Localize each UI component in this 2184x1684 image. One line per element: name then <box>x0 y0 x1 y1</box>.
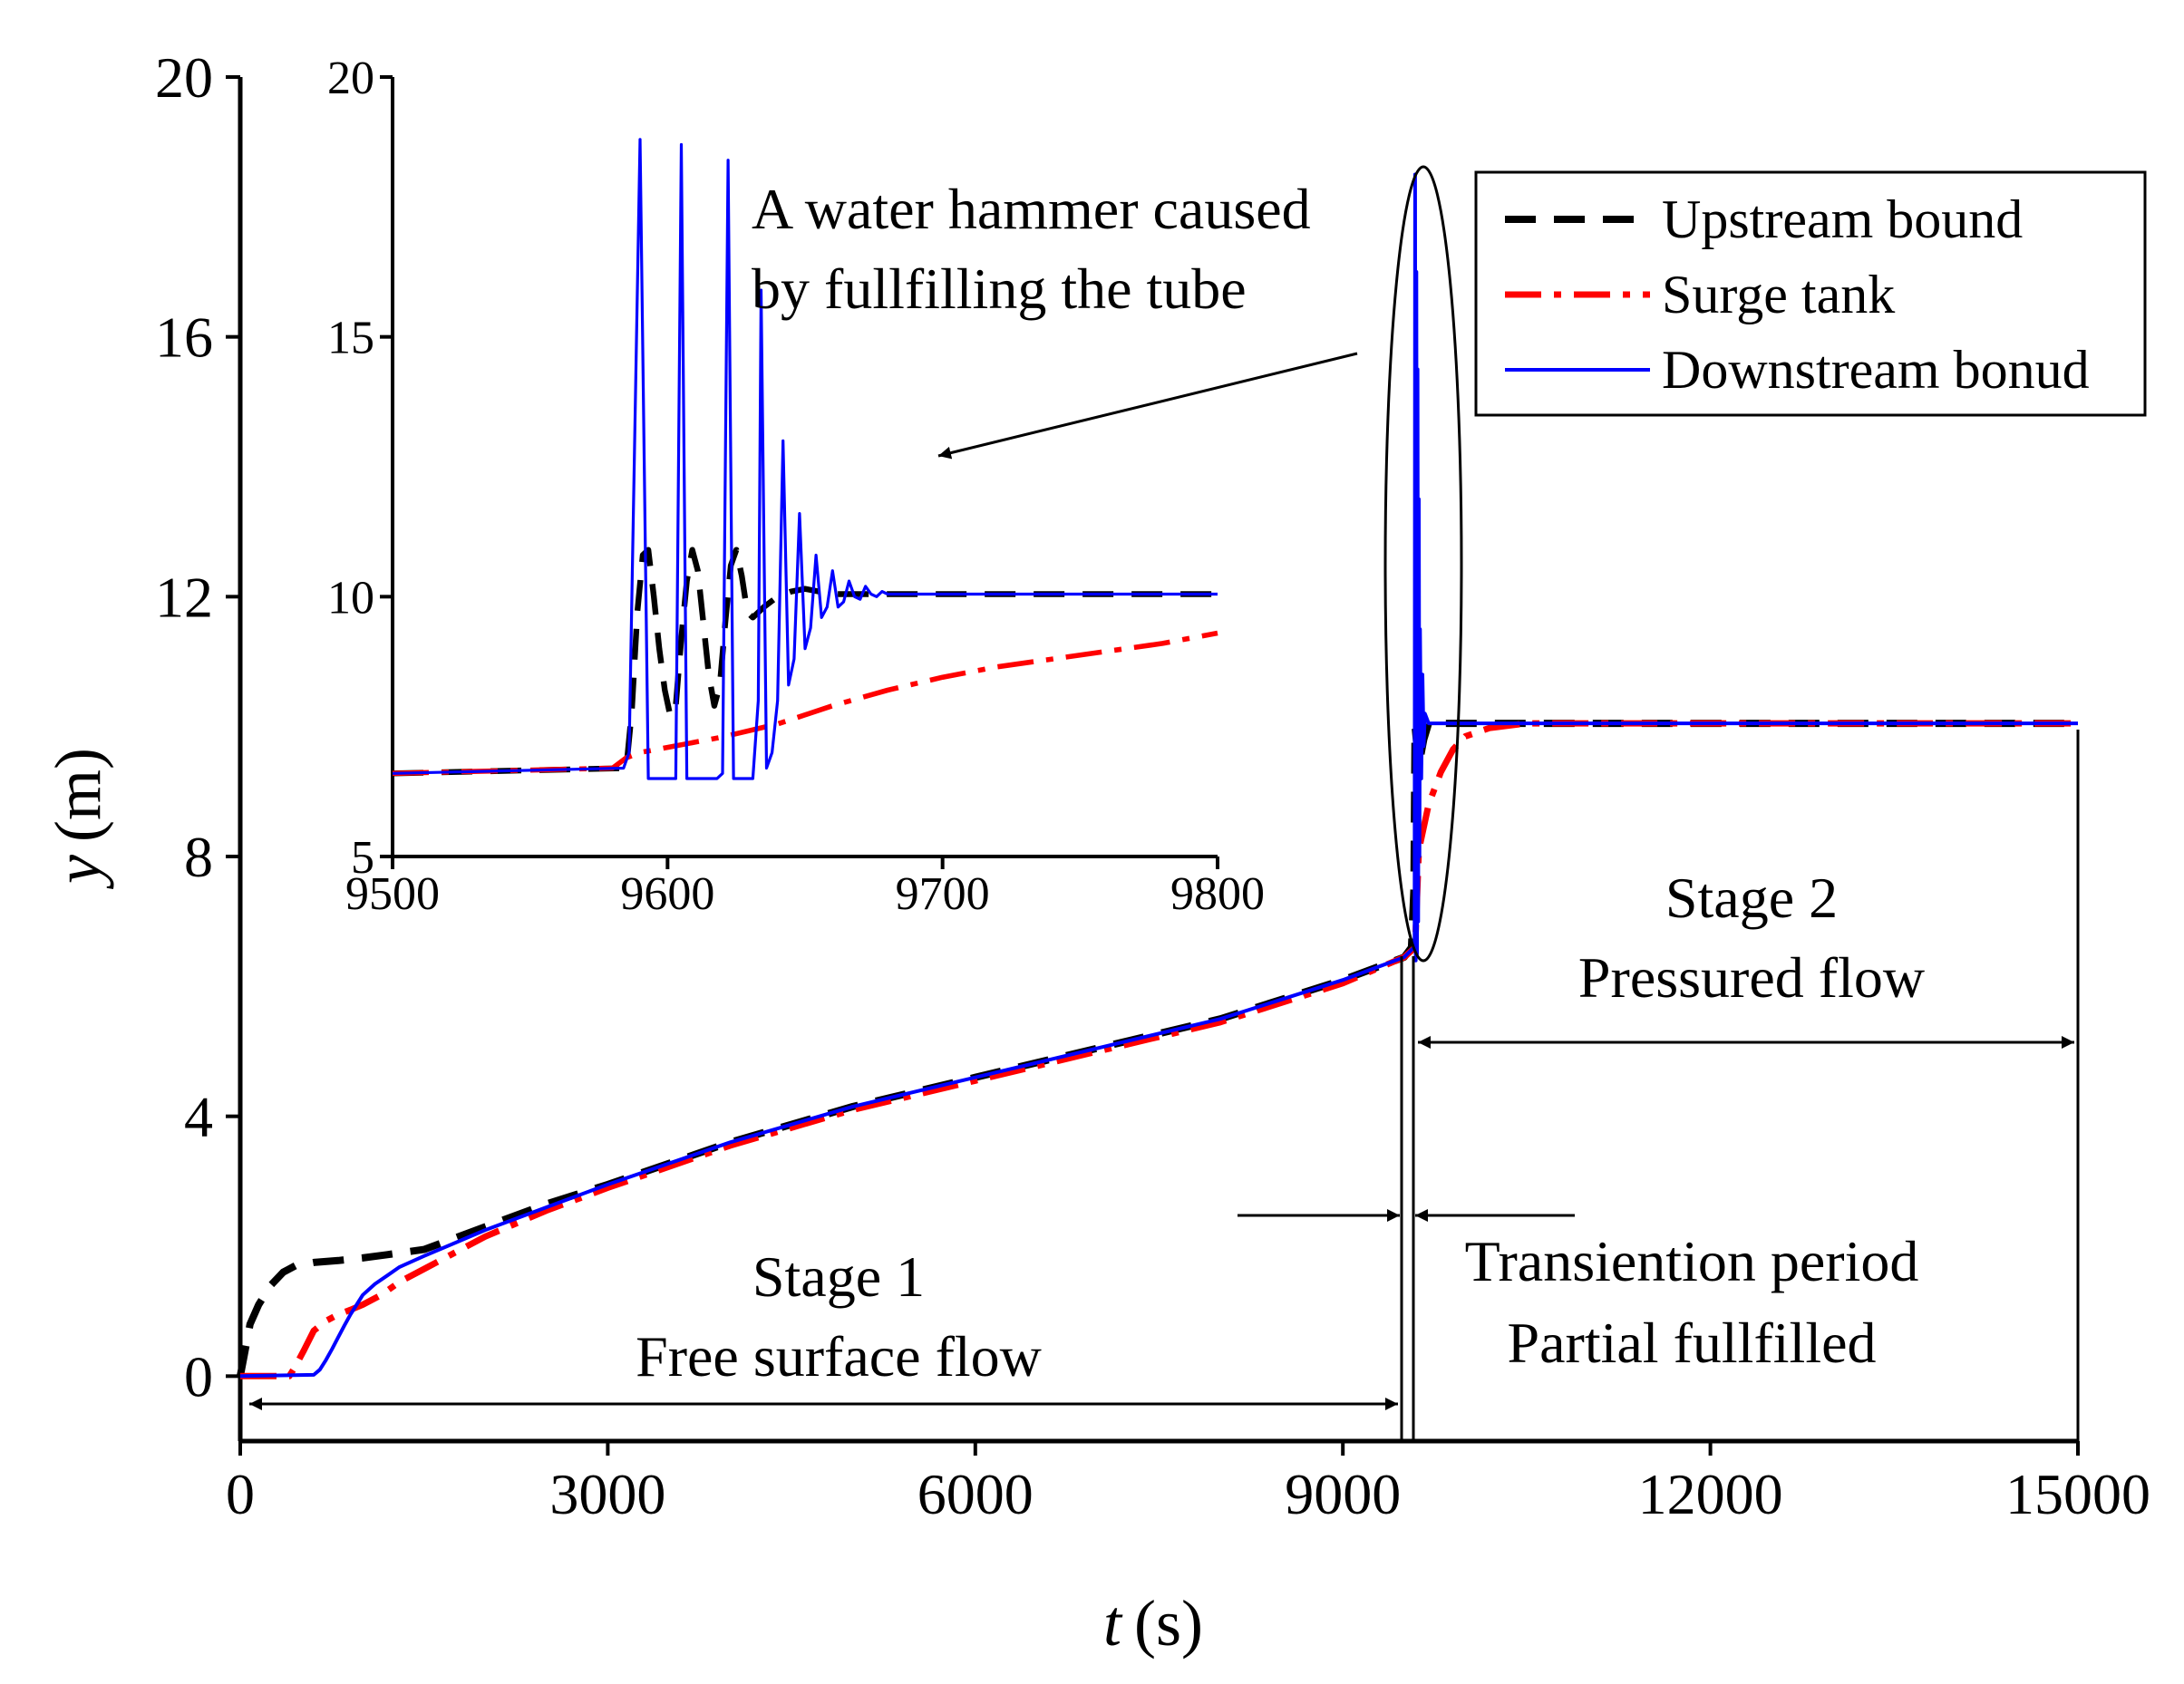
y-axis-unit: (m) <box>42 748 114 842</box>
main-xtick-label: 3000 <box>549 1462 665 1526</box>
stage2-label-line1: Stage 2 <box>1665 866 1838 930</box>
transition-markers <box>1400 730 2080 1441</box>
main-xtick-label: 15000 <box>2005 1462 2150 1526</box>
inset-xtick-label: 9500 <box>345 868 440 920</box>
main-series-group <box>237 172 2078 1379</box>
main-ytick-label: 8 <box>184 825 213 889</box>
inset-ytick-label: 5 <box>351 832 374 884</box>
annotation-arrows <box>249 352 2074 1410</box>
x-axis-var: t <box>1103 1587 1123 1660</box>
y-axis-var: y <box>42 855 114 890</box>
x-axis-unit: (s) <box>1134 1587 1203 1660</box>
legend: Upstream bound Surge tank Downstream bon… <box>1474 170 2147 417</box>
legend-label-downstream: Downstream bonud <box>1662 340 2090 400</box>
main-xtick-label: 0 <box>226 1462 255 1526</box>
legend-label-upstream: Upstream bound <box>1662 189 2023 249</box>
water-hammer-label-line2: by fullfilling the tube <box>752 256 1247 321</box>
inset-ytick-label: 15 <box>327 313 374 364</box>
water-hammer-arrow <box>937 352 1358 460</box>
transition-label-line1: Transiention period <box>1465 1229 1919 1293</box>
main-xtick-label: 9000 <box>1285 1462 1401 1526</box>
inset-series-group <box>392 138 1218 780</box>
main-axes: 0 3000 6000 9000 12000 15000 0 4 8 12 16 20 <box>155 45 2150 1526</box>
main-ytick-label: 16 <box>155 305 213 370</box>
inset-ytick-label: 20 <box>327 53 374 104</box>
inset-ytick-label: 10 <box>327 572 374 624</box>
inset-xtick-label: 9600 <box>620 868 714 920</box>
main-xtick-label: 12000 <box>1638 1462 1783 1526</box>
transition-label-line2: Partial fullfilled <box>1508 1311 1877 1375</box>
main-ticks: 0 3000 6000 9000 12000 15000 0 4 8 12 16 20 <box>155 45 2150 1526</box>
inset-xtick-label: 9700 <box>896 868 990 920</box>
main-ytick-label: 20 <box>155 45 213 110</box>
main-series-surge <box>240 720 2078 1379</box>
stage2-label-line2: Pressured flow <box>1578 945 1925 1010</box>
legend-label-surge: Surge tank <box>1662 265 1895 324</box>
y-axis-title: y (m) <box>42 748 114 890</box>
main-xtick-label: 6000 <box>917 1462 1034 1526</box>
water-hammer-label-line1: A water hammer caused <box>752 177 1311 241</box>
water-hammer-highlight-ellipse <box>1383 165 1463 963</box>
stage1-label-line2: Free surface flow <box>636 1324 1042 1389</box>
stage1-label-line1: Stage 1 <box>752 1244 925 1309</box>
x-axis-title: t (s) <box>1103 1587 1203 1660</box>
inset-series-upstream <box>392 547 1218 777</box>
main-series-downstream <box>239 172 2078 1379</box>
inset-xtick-label: 9800 <box>1170 868 1265 920</box>
inset-ticks: 9500 9600 9700 9800 5 10 15 20 <box>327 53 1265 920</box>
main-ytick-label: 0 <box>184 1344 213 1408</box>
inset-series-downstream <box>392 138 1218 780</box>
main-ytick-label: 12 <box>155 565 213 629</box>
inset-axes: 9500 9600 9700 9800 5 10 15 20 <box>327 53 1265 920</box>
inset-series-surge <box>392 630 1218 777</box>
main-ytick-label: 4 <box>184 1085 213 1149</box>
